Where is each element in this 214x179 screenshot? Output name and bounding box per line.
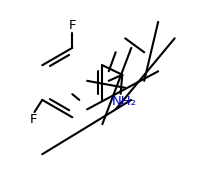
Text: NH₂: NH₂ <box>111 95 137 108</box>
Text: F: F <box>30 113 37 126</box>
Text: F: F <box>68 19 76 32</box>
